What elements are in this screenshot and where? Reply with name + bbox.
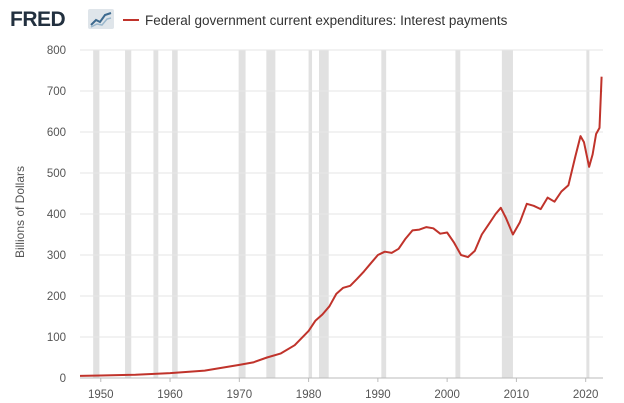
legend-series-label[interactable]: Federal government current expenditures:…	[145, 13, 508, 28]
y-tick-label: 100	[47, 332, 66, 344]
x-tick-label: 2010	[504, 389, 530, 401]
y-tick-label: 500	[47, 168, 66, 180]
fred-logo-text: FRED	[10, 8, 66, 31]
y-tick-labels: 0 100 200 300 400 500 600 700 800	[47, 45, 66, 385]
x-tick-label: 2020	[573, 389, 599, 401]
x-tick-label: 1960	[157, 389, 183, 401]
y-tick-label: 700	[47, 86, 66, 98]
x-tick-labels: 1950 1960 1970 1980 1990 2000 2010 2020	[88, 389, 598, 401]
x-tick-label: 1970	[227, 389, 253, 401]
series-line	[79, 76, 603, 377]
y-tick-label: 0	[60, 373, 66, 385]
y-tick-label: 200	[47, 291, 66, 303]
x-tick-label: 1990	[365, 389, 391, 401]
y-tick-label: 300	[47, 250, 66, 262]
y-tick-label: 400	[47, 209, 66, 221]
series-lines	[79, 76, 603, 377]
y-tick-label: 800	[47, 45, 66, 57]
y-tick-label: 600	[47, 127, 66, 139]
fred-line-graph-icon	[88, 9, 114, 29]
legend-line-swatch	[123, 19, 139, 21]
x-tick-label: 2000	[434, 389, 460, 401]
x-tick-label: 1980	[296, 389, 322, 401]
gridlines	[80, 49, 603, 382]
x-tick-label: 1950	[88, 389, 114, 401]
